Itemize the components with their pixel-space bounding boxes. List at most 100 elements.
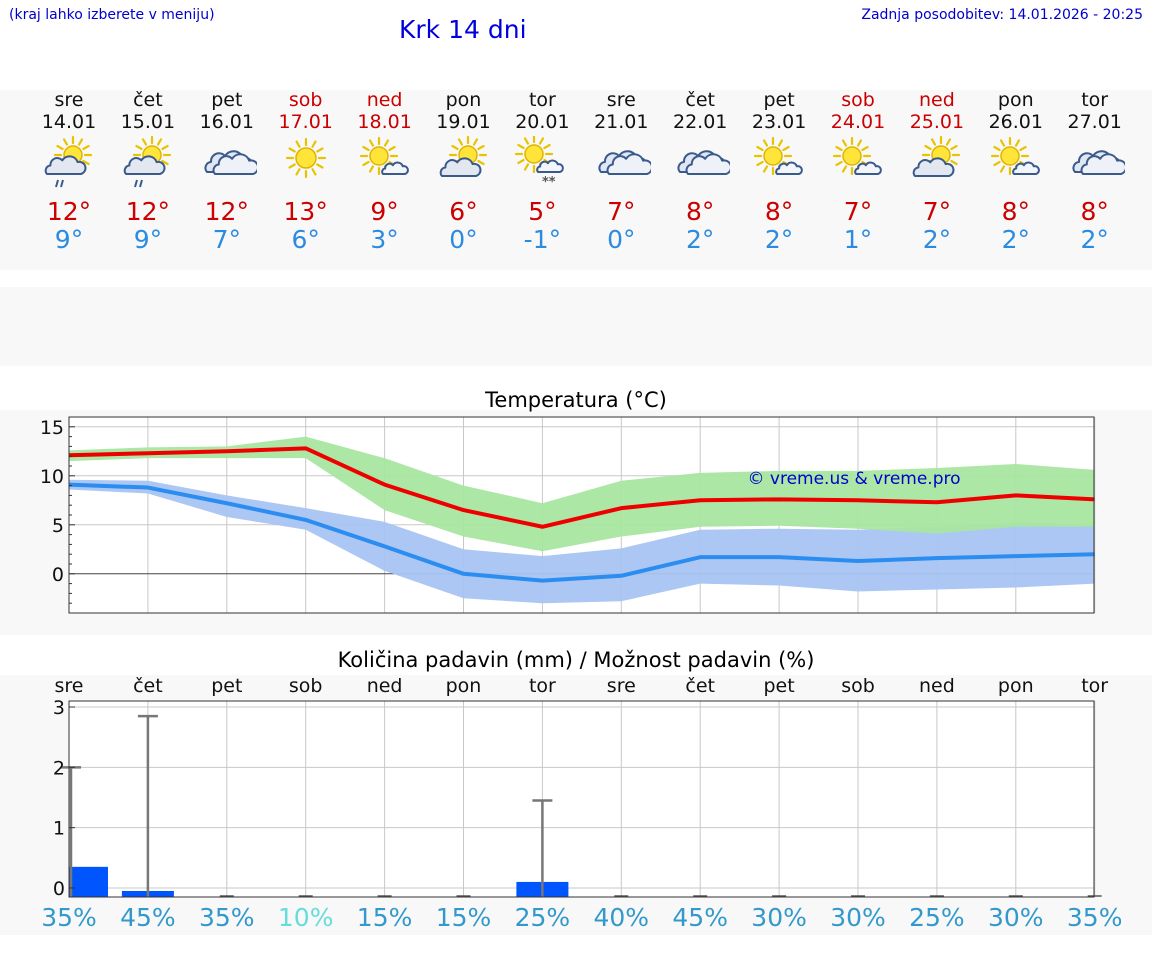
sun-small-cloud-icon: [355, 136, 415, 188]
max-temperature-line: [68, 446, 1095, 529]
y-tick-label: 5: [52, 515, 64, 537]
sun-cloud-icon: [907, 135, 967, 188]
max-temperature: 12°: [46, 197, 92, 226]
day-date: 27.01: [1067, 111, 1122, 133]
cloudy-icon: [197, 136, 259, 188]
precipitation-day-label: sob: [288, 675, 323, 697]
precipitation-day-label: sre: [606, 675, 636, 697]
sun-small-cloud-icon: [986, 136, 1046, 188]
precipitation-probability: 15%: [356, 903, 413, 932]
min-temperature: 7°: [212, 225, 241, 254]
cloudy-icon: [1065, 136, 1127, 188]
precipitation-day-label: ned: [366, 675, 403, 697]
max-temperature: 8°: [764, 197, 794, 226]
precipitation-bar: [69, 866, 108, 897]
day-name: sob: [841, 89, 875, 111]
day-name: sre: [606, 89, 636, 111]
spacer-band: [0, 287, 1152, 366]
precipitation-probability: 35%: [199, 903, 255, 932]
min-temperature: 2°: [922, 225, 952, 254]
precipitation-probability: 40%: [593, 903, 650, 932]
min-temperature: 2°: [685, 225, 715, 254]
max-temperature: 8°: [1001, 197, 1030, 226]
day-date: 15.01: [120, 111, 176, 133]
y-tick-label: 0: [52, 564, 64, 586]
max-temperature: 5°: [528, 197, 557, 226]
precipitation-day-label: ned: [918, 675, 955, 697]
precipitation-probability: 30%: [988, 903, 1044, 932]
min-temperature-band: [69, 479, 1095, 604]
day-name: ned: [366, 89, 403, 111]
y-tick-label: 2: [53, 757, 65, 779]
precipitation-probability: 45%: [672, 903, 728, 932]
day-date: 17.01: [278, 111, 333, 133]
precipitation-probability: 10%: [277, 903, 334, 932]
min-temperature-line: [68, 482, 1095, 583]
precipitation-probability: 30%: [751, 903, 807, 932]
menu-hint[interactable]: (kraj lahko izberete v meniju): [9, 7, 215, 23]
max-temperature: 9°: [370, 197, 399, 226]
last-update: Zadnja posodobitev: 14.01.2026 - 20:25: [861, 7, 1143, 23]
min-temperature: 0°: [607, 225, 636, 254]
precipitation-probability: 25%: [514, 903, 571, 932]
max-temperature: 8°: [685, 197, 715, 226]
max-temperature: 7°: [922, 197, 952, 226]
min-temperature: 6°: [291, 225, 320, 254]
day-name: čet: [685, 89, 715, 111]
sun-cloud-rain-icon: [39, 135, 99, 188]
y-tick-label: 1: [53, 818, 65, 840]
svg-text:**: **: [542, 175, 556, 188]
min-temperature: 2°: [764, 225, 794, 254]
precipitation-day-label: sob: [841, 675, 875, 697]
max-temperature: 6°: [449, 197, 478, 226]
day-date: 16.01: [199, 111, 254, 133]
day-date: 18.01: [357, 111, 412, 133]
precipitation-probability: 35%: [1066, 903, 1123, 932]
precipitation-probability: 35%: [41, 903, 97, 932]
day-name: ned: [918, 89, 955, 111]
min-temperature: -1°: [523, 225, 562, 254]
y-tick-label: 3: [53, 697, 65, 719]
max-temperature: 7°: [607, 197, 636, 226]
max-temperature: 13°: [283, 197, 328, 226]
max-temperature-band: [69, 436, 1095, 552]
day-name: tor: [1081, 89, 1109, 111]
day-name: sre: [54, 89, 84, 111]
min-temperature: 9°: [133, 225, 163, 254]
min-temperature: 0°: [449, 225, 478, 254]
day-name: pet: [763, 89, 795, 111]
day-date: 14.01: [41, 111, 97, 133]
day-name: tor: [528, 89, 556, 111]
sunny-icon: [276, 136, 336, 188]
precipitation-chart-title: Količina padavin (mm) / Možnost padavin …: [337, 648, 815, 672]
precipitation-plot-area: [69, 701, 1094, 897]
watermark: © vreme.us & vreme.pro: [747, 469, 960, 489]
y-tick-label: 15: [40, 417, 64, 439]
day-name: pet: [211, 89, 243, 111]
precipitation-probability: 45%: [120, 903, 176, 932]
day-name: čet: [133, 89, 163, 111]
forecast-strip: [0, 90, 1152, 270]
page-title: Krk 14 dni: [399, 15, 527, 44]
temperature-chart-title: Temperatura (°C): [485, 388, 667, 412]
sun-small-cloud-icon: [749, 136, 809, 188]
min-temperature: 3°: [370, 225, 399, 254]
min-temperature: 9°: [54, 225, 84, 254]
day-name: pon: [997, 89, 1034, 111]
min-temperature: 2°: [1080, 225, 1109, 254]
precipitation-day-label: pet: [211, 675, 243, 697]
precipitation-day-label: pon: [997, 675, 1034, 697]
y-tick-label: 0: [53, 878, 65, 900]
day-date: 20.01: [515, 111, 570, 133]
max-temperature: 12°: [125, 197, 171, 226]
sun-small-cloud-icon: [828, 136, 888, 188]
day-date: 21.01: [594, 111, 649, 133]
precipitation-probability: 15%: [435, 903, 492, 932]
sun-cloud-rain-icon: [118, 135, 178, 188]
max-temperature: 12°: [204, 197, 249, 226]
precipitation-day-label: sre: [54, 675, 84, 697]
precipitation-day-label: tor: [1081, 675, 1109, 697]
max-temperature: 8°: [1080, 197, 1109, 226]
